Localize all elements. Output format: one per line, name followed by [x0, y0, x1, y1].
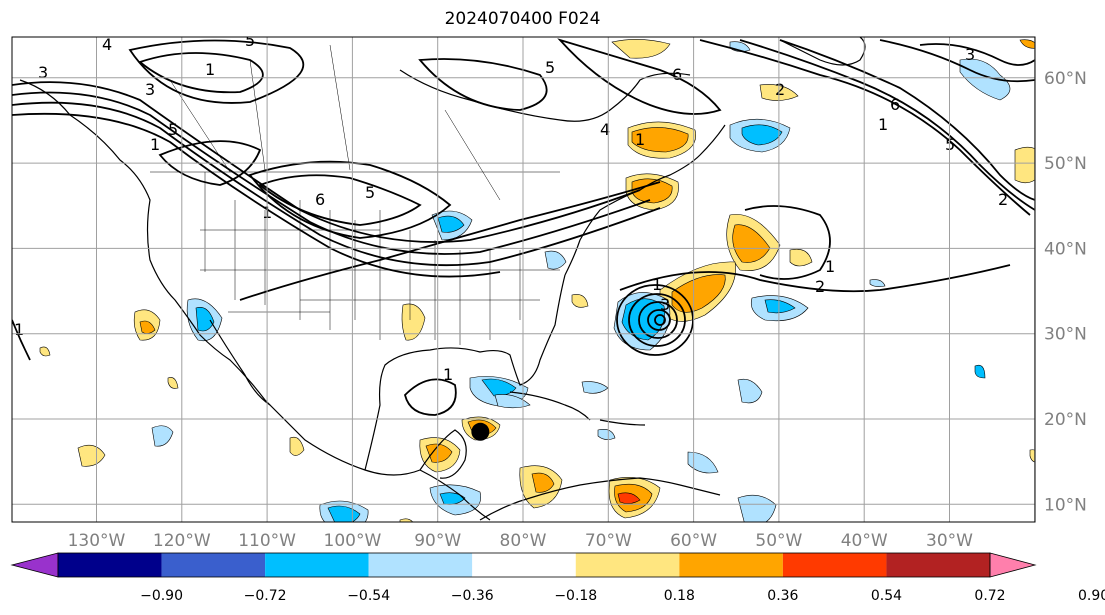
colorbar-label: −0.36: [451, 588, 494, 604]
contour-label: 6: [890, 95, 900, 114]
contour-label: 3: [965, 45, 975, 64]
contour-label: 6: [315, 190, 325, 209]
colorbar-segment: [161, 553, 266, 577]
colorbar-segment: [679, 553, 783, 577]
gridlines: [12, 37, 1035, 522]
colorbar-segment: [575, 553, 680, 577]
colorbar-label: 0.54: [871, 588, 902, 604]
colorbar: [10, 552, 1037, 578]
lon-label: 130°W: [68, 531, 126, 551]
lat-label: 10°N: [1044, 495, 1087, 515]
lat-label: 30°N: [1044, 325, 1087, 345]
lon-label: 70°W: [585, 531, 632, 551]
contour-label: 4: [102, 35, 112, 54]
map-frame: [11, 36, 1036, 523]
contour-label: 1: [443, 365, 453, 384]
contour-label: 1: [825, 257, 835, 276]
contour-label: 1: [635, 130, 645, 149]
contour-label: 5: [365, 183, 375, 202]
colorbar-label: 0.90: [1078, 588, 1105, 604]
contour-label: 2: [775, 80, 785, 99]
colorbar-label: 0.72: [974, 588, 1005, 604]
colorbar-frame: [57, 552, 991, 578]
colorbar-label: −0.18: [554, 588, 597, 604]
contour-label: 1: [652, 275, 662, 294]
contour-label: 1: [150, 135, 160, 154]
contour-label: 1: [14, 320, 24, 339]
colorbar-segment: [58, 553, 162, 577]
colorbar-segment: [782, 553, 887, 577]
colorbar-segment: [472, 553, 576, 577]
colorbar-segment: [368, 553, 473, 577]
colorbar-label: 0.18: [664, 588, 695, 604]
colorbar-label: −0.72: [244, 588, 287, 604]
longitude-labels: 130°W 120°W 110°W 100°W 90°W 80°W 70°W 6…: [68, 531, 974, 551]
lon-label: 50°W: [755, 531, 802, 551]
contour-label: 5: [945, 135, 955, 154]
lat-label: 60°N: [1044, 69, 1087, 89]
storm-center-marker: [471, 422, 490, 441]
contour-label: 1: [878, 115, 888, 134]
colorbar-labels: −0.90 −0.72 −0.54 −0.36 −0.18 0.18 0.36 …: [140, 588, 1105, 604]
lon-label: 110°W: [238, 531, 296, 551]
map-title: 2024070400 F024: [444, 9, 601, 29]
coastlines: [19, 37, 866, 521]
colorbar-label: 0.36: [767, 588, 798, 604]
contour-label: 4: [600, 120, 610, 139]
lon-label: 80°W: [500, 531, 547, 551]
contour-label: 6: [672, 65, 682, 84]
lat-label: 50°N: [1044, 154, 1087, 174]
lat-label: 20°N: [1044, 410, 1087, 430]
contour-label: 1: [205, 60, 215, 79]
latitude-labels: 60°N 50°N 40°N 30°N 20°N 10°N: [1044, 69, 1087, 515]
contour-label: 2: [815, 277, 825, 296]
colorbar-segment: [265, 553, 369, 577]
contour-label: 3: [145, 80, 155, 99]
contour-label: 3: [38, 63, 48, 82]
colorbar-label: −0.54: [347, 588, 390, 604]
lon-label: 60°W: [670, 531, 717, 551]
lon-label: 40°W: [841, 531, 888, 551]
contour-label: 5: [245, 31, 255, 50]
contour-label: 3: [660, 295, 670, 314]
contour-labels: 4 5 1 3 3 5 1 6 5 4 1 6 5 2 6 5 3 2 1 1 …: [14, 31, 1008, 384]
contour-lines: [12, 38, 1035, 416]
lat-label: 40°N: [1044, 239, 1087, 259]
lon-label: 120°W: [153, 531, 211, 551]
contour-label: 5: [168, 120, 178, 139]
colorbar-extend-high: [989, 552, 1037, 578]
contour-label: 2: [998, 190, 1008, 209]
shaded-field: [39, 39, 1035, 522]
colorbar-extend-low: [10, 552, 59, 578]
colorbar-label: −0.90: [140, 588, 183, 604]
lon-label: 100°W: [324, 531, 382, 551]
lon-label: 90°W: [414, 531, 461, 551]
lon-label: 30°W: [926, 531, 973, 551]
contour-label: 5: [545, 58, 555, 77]
colorbar-segment: [886, 553, 990, 577]
